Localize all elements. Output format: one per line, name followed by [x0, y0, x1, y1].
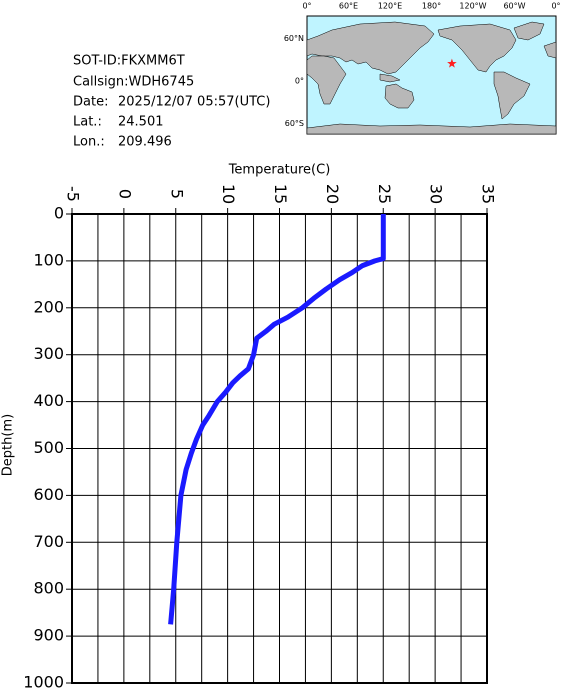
- lon-label: Lon.:: [73, 135, 105, 150]
- x-tick-label: 25: [375, 184, 394, 204]
- y-axis-label: Depth(m): [1, 414, 16, 476]
- y-tick-label: 400: [33, 391, 64, 410]
- y-tick-label: 1000: [23, 673, 64, 690]
- y-tick-label: 200: [33, 297, 64, 316]
- callsign: Callsign:WDH6745: [73, 75, 194, 90]
- y-tick-label: 600: [33, 485, 64, 504]
- profile-line: [168, 214, 386, 625]
- y-tick-label: 300: [33, 344, 64, 363]
- x-axis-label: Temperature(C): [228, 163, 331, 178]
- map-lat-label: 0°: [295, 77, 304, 86]
- y-tick-label: 500: [33, 438, 64, 457]
- x-tick-label: 15: [271, 184, 290, 204]
- date: 2025/12/07 05:57(UTC): [118, 95, 270, 110]
- lon: 209.496: [118, 135, 172, 150]
- plot-frame: [71, 213, 488, 684]
- lat-label: Lat.:: [73, 115, 102, 130]
- map-lon-label: 0°: [551, 2, 560, 11]
- y-tick-label: 900: [33, 626, 64, 645]
- lat: 24.501: [118, 115, 164, 130]
- x-tick-label: 20: [323, 184, 342, 204]
- y-tick-label: 800: [33, 579, 64, 598]
- y-tick-label: 100: [33, 250, 64, 269]
- x-tick-label: 30: [427, 184, 446, 204]
- map-lon-label: 60°E: [339, 2, 358, 11]
- continents: [306, 21, 557, 135]
- map-lon-label: 0°: [302, 2, 311, 11]
- map-lon-label: 180°: [422, 2, 441, 11]
- x-tick-label: 10: [219, 184, 238, 204]
- x-tick-label: 35: [479, 184, 498, 204]
- sot-id: SOT-ID:FKXMM6T: [73, 54, 185, 69]
- world-map: [306, 15, 557, 135]
- map-lon-label: 60°W: [503, 2, 525, 11]
- map-lat-label: 60°S: [285, 119, 304, 128]
- map-lat-label: 60°N: [284, 34, 304, 43]
- x-tick-label: 0: [115, 189, 134, 199]
- y-tick-label: 700: [33, 532, 64, 551]
- x-tick-label: -5: [64, 186, 83, 202]
- y-tick-label: 0: [54, 204, 64, 223]
- map-lon-label: 120°E: [378, 2, 402, 11]
- map-position: [447, 58, 457, 68]
- map-lon-label: 120°W: [459, 2, 486, 11]
- x-tick-label: 5: [167, 189, 186, 199]
- date-label: Date:: [73, 95, 108, 110]
